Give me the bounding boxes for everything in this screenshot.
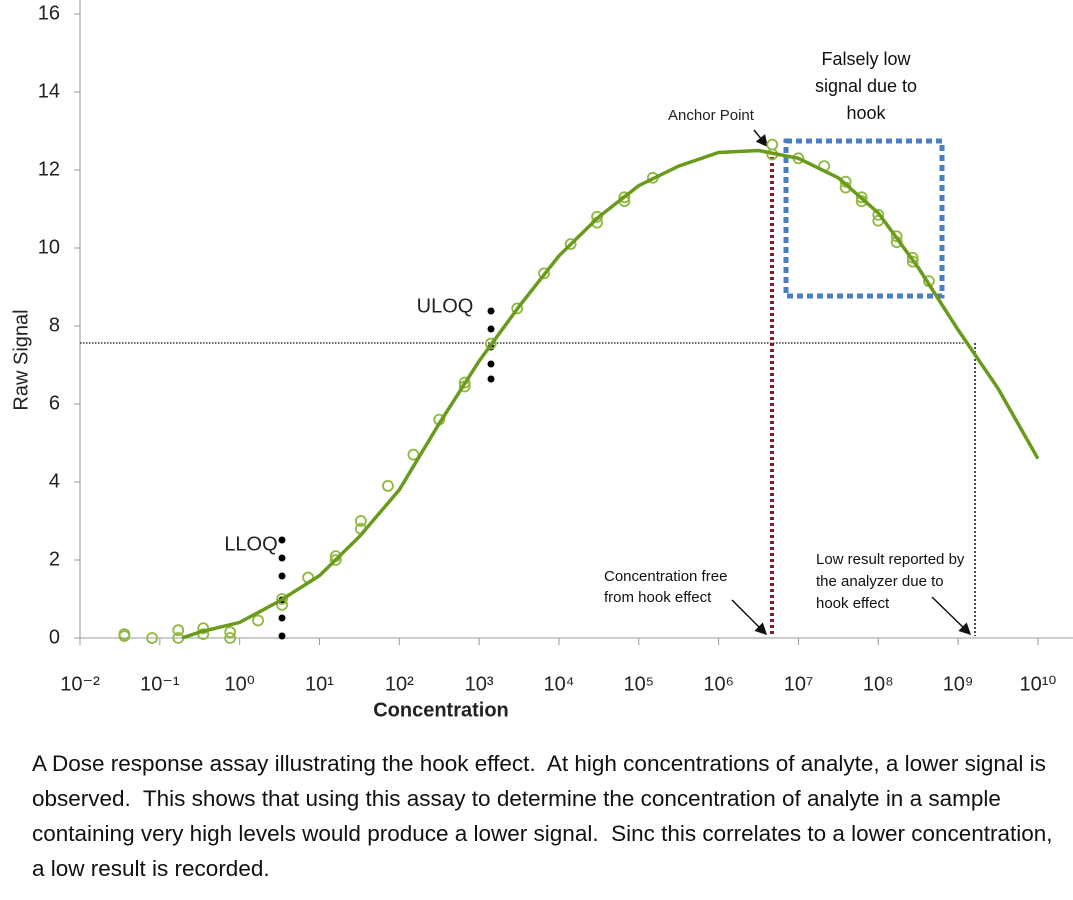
x-tick-label: 10⁻¹: [140, 673, 180, 695]
data-point: [855, 191, 868, 204]
fit-curve: [181, 148, 1040, 640]
data-point: [591, 210, 603, 223]
annotation: ULOQ: [417, 295, 474, 317]
hook-box: [783, 138, 945, 299]
caption: A Dose response assay illustrating the h…: [32, 751, 1059, 881]
data-point: [354, 515, 367, 527]
x-tick-label: 10⁷: [784, 673, 813, 695]
data-point: [872, 208, 885, 221]
x-tick-label: 10¹⁰: [1019, 673, 1056, 695]
data-point: [118, 630, 131, 642]
x-tick-label: 10⁶: [703, 673, 733, 695]
x-tick-label: 10⁸: [863, 673, 894, 695]
annotation: Anchor Point: [668, 107, 755, 124]
annotation: Falsely low signal due to hook: [814, 49, 918, 123]
annotation: LLOQ: [224, 533, 277, 555]
x-tick-label: 10¹: [305, 673, 334, 695]
arrow: [931, 596, 972, 636]
data-point: [906, 255, 919, 268]
x-tick-label: 10⁴: [544, 673, 575, 695]
data-point: [224, 632, 237, 644]
data-point: [407, 448, 420, 461]
y-tick-label: 10: [38, 236, 60, 258]
y-tick-label: 14: [38, 80, 60, 102]
y-tick-label: 4: [49, 470, 60, 492]
y-tick-label: 16: [38, 2, 60, 24]
data-point: [382, 479, 394, 492]
x-tick-label: 10⁵: [624, 673, 655, 695]
data-point: [172, 624, 185, 637]
y-tick-label: 8: [49, 314, 60, 336]
data-point: [146, 632, 158, 644]
x-tick-label: 10⁻²: [60, 673, 100, 695]
x-tick-label: 10⁹: [943, 673, 974, 695]
y-tick-label: 0: [49, 626, 60, 648]
x-tick-label: 10⁰: [225, 673, 255, 695]
annotation: Concentration free from hook effect: [604, 568, 728, 606]
x-tick-label: 10³: [465, 673, 494, 695]
y-tick-label: 6: [49, 392, 60, 414]
data-point: [458, 376, 471, 389]
x-tick-label: 10²: [385, 673, 414, 695]
data-point: [618, 191, 631, 204]
data-point: [224, 626, 237, 639]
x-axis-label: Concentration: [373, 699, 509, 721]
data-point: [538, 267, 550, 280]
annotation: Low result reported by the analyzer due …: [816, 551, 965, 612]
y-tick-label: 12: [38, 158, 60, 180]
chart: Concentration Raw Signal LLOQ ULOQ Ancho…: [10, 0, 1073, 721]
data-point: [890, 230, 903, 243]
arrow: [731, 599, 768, 636]
data-point: [511, 302, 524, 315]
y-tick-label: 2: [49, 548, 60, 570]
data-point: [766, 138, 779, 151]
y-axis-label: Raw Signal: [10, 309, 32, 410]
data-point: [276, 593, 288, 605]
data-point: [564, 238, 577, 251]
data-point: [484, 337, 497, 350]
data-point: [329, 554, 342, 566]
data-point: [252, 614, 264, 627]
arrow: [753, 129, 768, 148]
lloq-dots: [278, 536, 286, 640]
